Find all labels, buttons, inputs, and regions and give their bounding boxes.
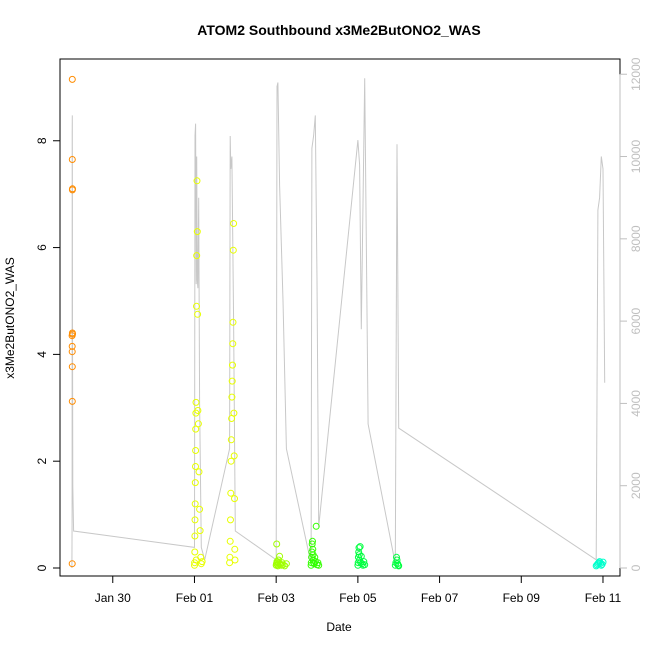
data-point xyxy=(281,562,289,570)
y2-tick-label: 2000 xyxy=(629,472,643,499)
y2-tick-label: 8000 xyxy=(629,225,643,252)
data-point xyxy=(230,220,238,227)
data-point xyxy=(231,545,239,553)
data-point xyxy=(68,397,76,405)
data-point xyxy=(195,468,203,476)
data-point xyxy=(194,420,202,428)
data-point xyxy=(68,560,76,568)
x-tick-label: Feb 11 xyxy=(585,591,622,605)
data-point xyxy=(393,553,400,561)
data-point xyxy=(192,425,200,433)
data-point xyxy=(312,522,320,530)
y-axis-label: x3Me2ButONO2_WAS xyxy=(3,257,17,379)
data-point xyxy=(227,436,235,444)
data-point xyxy=(69,185,76,193)
altitude-line xyxy=(71,78,606,569)
data-point xyxy=(192,447,200,454)
x-tick-label: Feb 05 xyxy=(339,591,377,605)
data-point xyxy=(68,342,76,350)
data-point xyxy=(68,75,76,83)
data-point xyxy=(192,463,199,470)
data-point xyxy=(194,407,202,414)
data-point xyxy=(231,495,238,503)
y-tick-label: 6 xyxy=(35,244,49,251)
data-point xyxy=(227,489,235,497)
axes-layer: Jan 30 Feb 01 Feb 03 Feb 05 Feb 07 Feb 09 Feb … xyxy=(35,57,643,605)
data-point xyxy=(231,556,239,564)
data-point xyxy=(230,452,238,460)
data-point xyxy=(229,318,237,326)
data-point xyxy=(191,500,199,508)
data-point xyxy=(226,559,234,567)
y2-tick-label: 12000 xyxy=(629,57,643,91)
data-point xyxy=(196,527,204,535)
altitude-trace-layer xyxy=(71,78,606,569)
data-point xyxy=(229,340,237,348)
data-points-layer xyxy=(68,75,607,570)
data-point xyxy=(315,561,323,569)
x-axis-label: Date xyxy=(326,620,352,634)
x-tick-label: Feb 07 xyxy=(421,591,459,605)
y2-tick-label: 10000 xyxy=(629,140,643,174)
x-tick-label: Jan 30 xyxy=(95,591,131,605)
y2-tick-label: 4000 xyxy=(629,390,643,417)
data-point xyxy=(68,348,76,356)
data-point xyxy=(356,543,364,551)
x-tick-label: Feb 03 xyxy=(257,591,295,605)
data-point xyxy=(227,457,235,465)
y2-tick-label: 6000 xyxy=(629,307,643,334)
data-point xyxy=(194,310,202,318)
data-point xyxy=(229,361,236,369)
data-point xyxy=(229,246,237,254)
data-point xyxy=(228,393,236,401)
data-point xyxy=(355,544,363,552)
data-point xyxy=(192,398,200,406)
data-point xyxy=(360,558,368,566)
chart-title: ATOM2 Southbound x3Me2ButONO2_WAS xyxy=(197,22,480,38)
data-point xyxy=(193,177,201,185)
data-point xyxy=(309,537,316,545)
data-point xyxy=(191,532,199,540)
data-point xyxy=(355,551,363,559)
data-point xyxy=(273,540,281,548)
data-point xyxy=(282,560,290,568)
x-tick-label: Feb 09 xyxy=(503,591,541,605)
data-point xyxy=(193,228,201,236)
data-point xyxy=(311,553,319,561)
data-point xyxy=(599,558,607,566)
data-point xyxy=(68,329,76,337)
data-point xyxy=(395,562,403,570)
data-point xyxy=(191,516,199,524)
data-point xyxy=(68,363,76,371)
data-point xyxy=(275,559,283,567)
data-point xyxy=(227,516,234,524)
data-point xyxy=(279,561,287,569)
y2-tick-label: 0 xyxy=(629,564,643,571)
data-point xyxy=(309,545,317,553)
data-point xyxy=(68,332,76,340)
data-point xyxy=(276,552,284,560)
data-point xyxy=(230,409,238,417)
data-point xyxy=(191,479,199,487)
y-tick-label: 4 xyxy=(35,351,49,358)
data-point xyxy=(228,377,236,385)
data-point xyxy=(193,302,200,310)
x-tick-label: Feb 01 xyxy=(176,591,214,605)
data-point xyxy=(361,561,369,569)
y-tick-label: 8 xyxy=(35,137,49,144)
data-point xyxy=(68,156,76,163)
y-tick-label: 2 xyxy=(35,458,49,465)
data-point xyxy=(193,252,201,260)
data-point xyxy=(191,548,199,556)
data-point xyxy=(226,537,234,545)
data-point xyxy=(308,540,316,548)
data-point xyxy=(196,505,204,513)
data-point xyxy=(198,558,206,566)
y-tick-label: 0 xyxy=(35,564,49,571)
